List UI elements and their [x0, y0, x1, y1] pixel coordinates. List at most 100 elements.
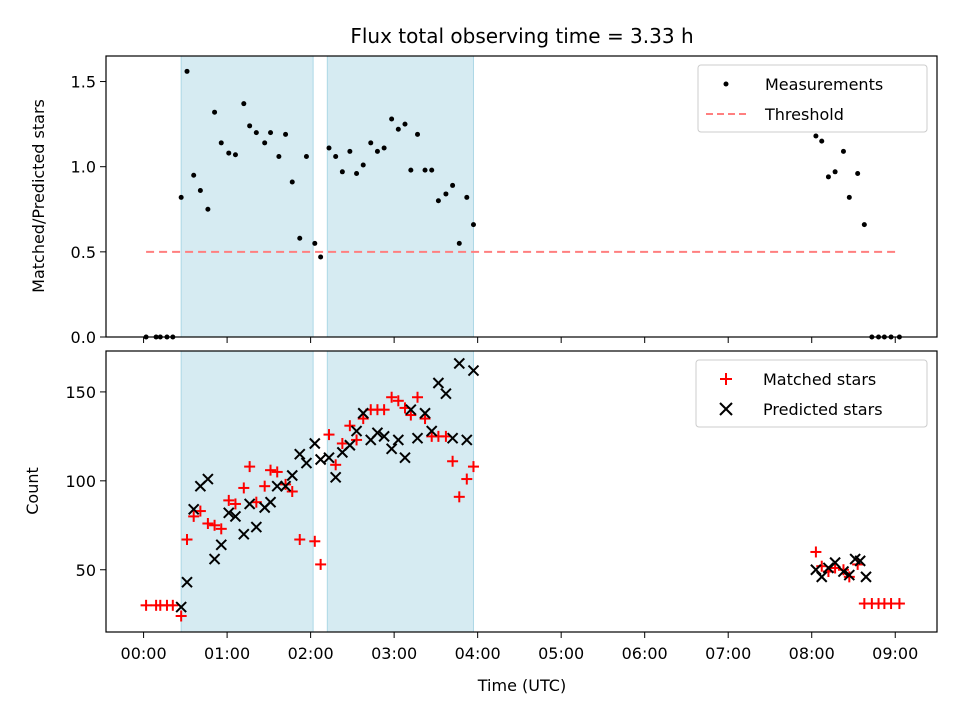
matched-star-point	[461, 473, 473, 485]
bottom-legend-box	[695, 359, 928, 428]
measurement-point	[443, 191, 449, 197]
x-b	[816, 571, 828, 583]
measurement-point	[178, 194, 184, 200]
predicted-star-point	[215, 539, 227, 551]
y-tick-label: 150	[65, 383, 96, 402]
top-y-ticks: 0.0 0.5 1.0 1.5	[71, 73, 106, 347]
measurement-point	[402, 121, 408, 127]
measurement-point	[389, 116, 395, 122]
measurement-point	[832, 169, 838, 175]
predicted-star-point	[392, 434, 405, 446]
x-b	[854, 555, 866, 567]
predicted-star-point	[181, 576, 193, 588]
matched-star-point	[140, 599, 152, 611]
y-tick-label: 0.0	[71, 328, 96, 347]
measurement-point	[247, 123, 253, 129]
matched-star-point	[286, 486, 298, 497]
measurement-point	[819, 138, 825, 144]
matched-star-point	[181, 534, 193, 546]
measurement-point	[297, 235, 303, 241]
bottom-y-ticks: 50 100 150	[65, 383, 106, 580]
measurement-point	[456, 240, 462, 246]
x-b	[323, 452, 335, 464]
matched-star-point	[229, 498, 241, 510]
x-tick-label: 08:00	[789, 644, 835, 663]
matched-star-point	[223, 494, 235, 506]
x-tick-label: 00:00	[121, 644, 167, 663]
matched-star-point	[309, 535, 321, 547]
measurement-point	[191, 172, 197, 178]
x-tick-label: 03:00	[371, 644, 417, 663]
bottom-axes-frame	[105, 350, 938, 633]
measurement-point	[289, 179, 295, 185]
x-axis-label: Time (UTC)	[477, 676, 566, 695]
x-b	[399, 452, 411, 464]
x-tick-label: 06:00	[622, 644, 668, 663]
measurement-point	[354, 171, 360, 177]
matched-star-point	[453, 491, 465, 503]
matched-star-point	[405, 409, 417, 421]
x-tick-label: 05:00	[538, 644, 584, 663]
matched-star-point	[810, 546, 822, 558]
bottom-x-ticks: 00:00 01:00 02:00 03:00 04:00 05:00 06:00 07:00…	[121, 632, 918, 663]
measurement-point	[464, 194, 470, 200]
bottom-legend: Matched stars Predicted stars	[695, 359, 928, 428]
predicted-star-point	[411, 432, 424, 444]
matched-star-point	[215, 523, 227, 535]
matched-star-point	[351, 434, 363, 446]
matched-star-point	[265, 464, 277, 476]
predicted-star-point	[294, 448, 306, 460]
measurement-point	[268, 130, 274, 136]
predicted-star-point	[378, 430, 390, 443]
predicted-star-point	[314, 453, 327, 466]
predicted-star-point	[229, 510, 242, 523]
y-tick-label: 50	[76, 561, 96, 580]
x-b	[329, 471, 342, 483]
measurement-point	[435, 198, 441, 204]
measurement-point	[312, 240, 318, 246]
x-b	[229, 510, 242, 523]
y-tick-label: 1.0	[71, 158, 96, 177]
predicted-star-point	[461, 434, 473, 446]
shaded-interval-1	[326, 350, 474, 633]
x-b	[202, 473, 214, 485]
chart-title: Flux total observing time = 3.33 h	[350, 24, 693, 48]
x-b	[314, 453, 327, 466]
matched-star-point	[175, 610, 187, 622]
top-legend: Measurements Threshold	[697, 64, 928, 133]
measurement-point	[395, 126, 401, 132]
matched-star-point	[294, 534, 306, 546]
predicted-star-point	[829, 556, 841, 569]
x-b	[350, 425, 363, 437]
y-tick-label: 1.5	[71, 73, 96, 92]
matched-star-point	[357, 413, 369, 425]
predicted-star-point	[837, 565, 850, 578]
x-tick-label: 09:00	[872, 644, 918, 663]
measurement-point	[276, 153, 282, 159]
matched-star-point	[259, 480, 271, 492]
x-b	[385, 443, 398, 455]
predicted-star-point	[385, 443, 398, 455]
measurement-point	[241, 101, 247, 107]
predicted-star-point	[279, 480, 292, 492]
shaded-interval-1	[326, 55, 474, 338]
measurement-point	[232, 152, 238, 158]
predicted-star-point	[187, 503, 200, 515]
predicted-star-point	[860, 571, 872, 583]
matched-star-point	[412, 391, 424, 403]
predicted-star-point	[271, 480, 283, 492]
predicted-star-point	[440, 387, 452, 400]
bottom-y-axis-label: Count	[23, 467, 42, 515]
legend-label-threshold: Threshold	[764, 105, 844, 124]
x-b	[419, 407, 431, 419]
x-b	[357, 407, 369, 419]
x-b	[378, 430, 390, 443]
x-b	[440, 387, 452, 400]
measurement-point	[184, 68, 190, 74]
legend-marker-predicted	[719, 402, 733, 416]
matched-star-point	[467, 461, 479, 473]
predicted-star-point	[223, 507, 235, 519]
matched-star-point	[344, 420, 356, 432]
x-b	[181, 576, 193, 588]
matched-star-point	[202, 518, 214, 530]
